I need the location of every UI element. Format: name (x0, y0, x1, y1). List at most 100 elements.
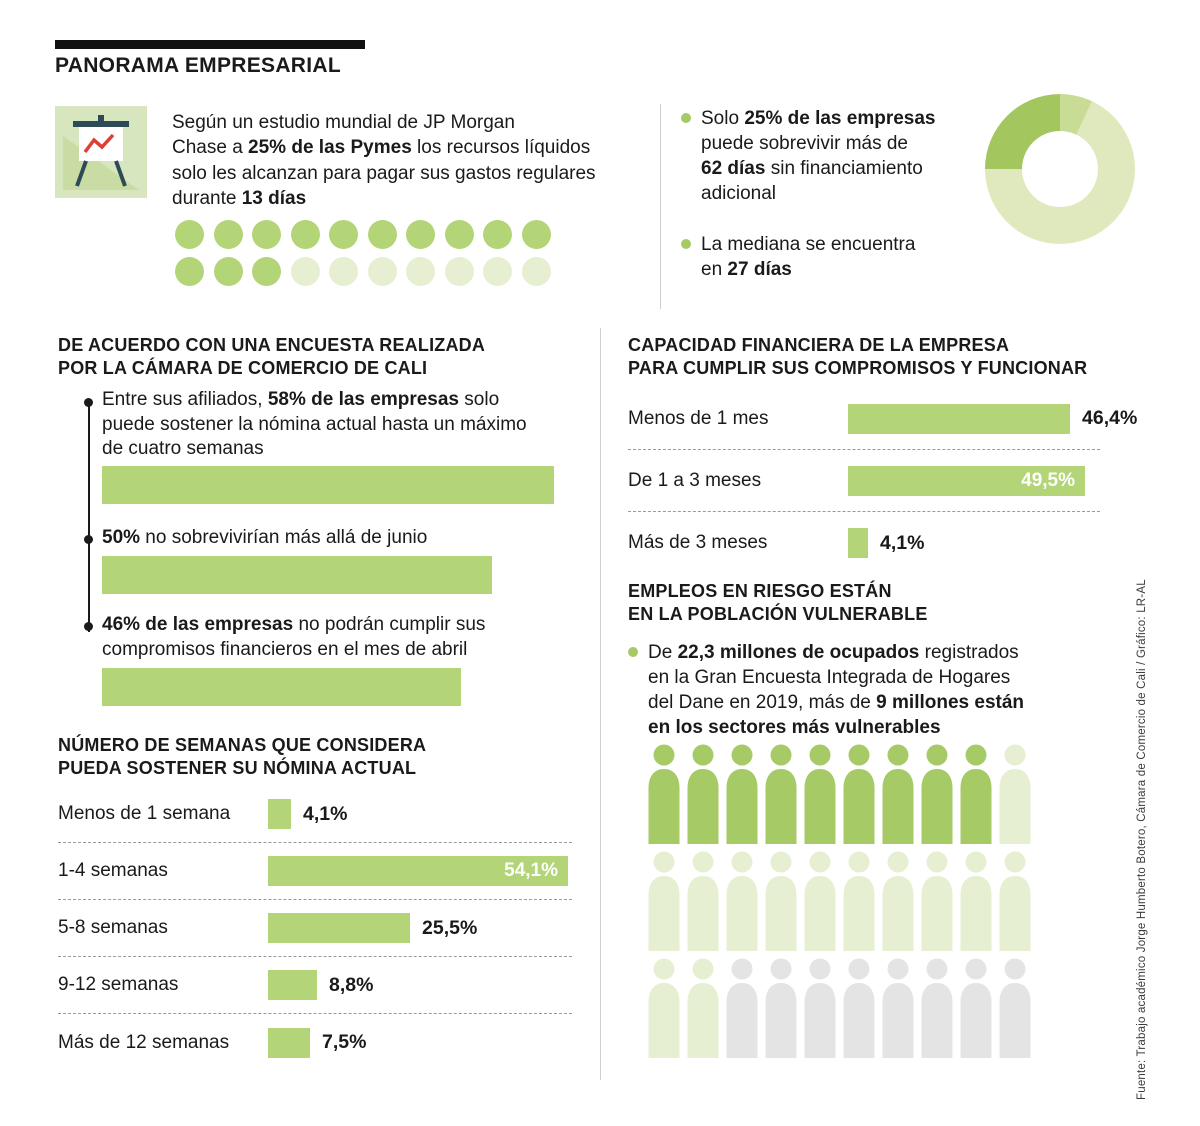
row-label: Menos de 1 semana (58, 803, 231, 824)
day-dot-empty (521, 257, 551, 286)
chart-row: Más de 12 semanas 7,5% (58, 1014, 572, 1071)
dot-row (175, 257, 551, 286)
bullet-item: La mediana se encuentra en 27 días (681, 232, 981, 282)
person-icon (882, 744, 914, 844)
days-dot-grid (175, 220, 551, 294)
person-icon (999, 958, 1031, 1058)
survey-heading: DE ACUERDO CON UNA ENCUESTA REALIZADA PO… (58, 335, 486, 379)
bullet-text: Solo 25% de las empresas puede sobrevivi… (701, 108, 936, 205)
row-label: 9-12 semanas (58, 974, 179, 995)
bullet-dot-icon (84, 535, 93, 544)
day-dot-filled (213, 257, 243, 286)
person-row (646, 851, 1033, 951)
bar (268, 1027, 310, 1058)
person-icon (843, 958, 875, 1058)
day-dot-empty (483, 257, 512, 286)
day-dot-filled (406, 220, 435, 249)
capacity-chart: Menos de 1 mes 46,4% De 1 a 3 meses 49,5… (628, 388, 1137, 574)
bar-value: 4,1% (303, 802, 348, 825)
person-icon (765, 851, 797, 951)
page-title: PANORAMA EMPRESARIAL (55, 54, 342, 77)
day-dot-empty (406, 257, 435, 286)
bar-value: 49,5% (1021, 469, 1075, 491)
top-section-divider (660, 104, 661, 309)
chart-row: De 1 a 3 meses 49,5% (628, 450, 1100, 512)
bar: 49,5% (848, 465, 1085, 496)
presentation-chart-icon (55, 106, 147, 198)
capacity-chart-heading: CAPACIDAD FINANCIERA DE LA EMPRESA PARA … (628, 335, 1088, 379)
day-dot-empty (367, 257, 397, 286)
day-dot-filled (252, 257, 281, 286)
person-icon (843, 744, 875, 844)
bullet-text: La mediana se encuentra en 27 días (701, 234, 916, 281)
person-icon (960, 744, 992, 844)
bar (268, 970, 317, 1000)
survey-bar (102, 556, 492, 594)
bullet-dot-icon (681, 113, 691, 123)
survey-bar (102, 668, 461, 706)
donut-chart (985, 94, 1135, 244)
chart-row: 5-8 semanas 25,5% (58, 900, 572, 957)
row-label: Más de 12 semanas (58, 1031, 230, 1053)
person-icon (882, 851, 914, 951)
weeks-chart: Menos de 1 semana 4,1% 1-4 semanas 54,1%… (58, 786, 572, 1071)
bullet-dot-icon (84, 398, 93, 407)
bar-value: 54,1% (504, 860, 558, 881)
bar-value: 25,5% (422, 916, 478, 939)
day-dot-empty (444, 257, 474, 286)
chart-row: Más de 3 meses 4,1% (628, 512, 1100, 574)
survey-item-text: 46% de las empresas no podrán cumplir su… (102, 614, 486, 660)
bar-value: 4,1% (880, 531, 925, 554)
person-icon (882, 958, 914, 1058)
chart-row: Menos de 1 semana 4,1% (58, 786, 572, 843)
person-icon (804, 744, 836, 844)
intro-text: Según un estudio mundial de JP Morgan Ch… (172, 112, 596, 210)
row-label: 5-8 semanas (58, 917, 168, 938)
person-icon (765, 958, 797, 1058)
chart-row: 1-4 semanas 54,1% (58, 843, 572, 900)
row-label: 1-4 semanas (58, 860, 168, 881)
bar (268, 913, 410, 943)
day-dot-filled (367, 220, 397, 249)
row-label: Más de 3 meses (628, 532, 768, 553)
person-icon (921, 744, 953, 844)
survey-item-text: Entre sus afiliados, 58% de las empresas… (102, 389, 527, 460)
person-icon (960, 958, 992, 1058)
day-dot-filled (329, 220, 358, 249)
presentation-easel-graphic (63, 115, 139, 190)
bar-value: 46,4% (1082, 407, 1138, 429)
bullet-dot-icon (681, 239, 691, 250)
person-icon (999, 744, 1031, 844)
person-icon (726, 958, 758, 1058)
row-label: Menos de 1 mes (628, 407, 769, 429)
weeks-chart-heading: NÚMERO DE SEMANAS QUE CONSIDERA PUEDA SO… (58, 735, 427, 779)
person-icon (921, 958, 953, 1058)
person-icon (843, 851, 875, 951)
source-note: Fuente: Trabajo académico Jorge Humberto… (1136, 579, 1148, 1100)
person-icon (804, 958, 836, 1058)
row-label: De 1 a 3 meses (628, 469, 762, 491)
person-icon (648, 744, 680, 844)
day-dot-empty (290, 257, 320, 286)
person-row (646, 744, 1033, 844)
day-dot-filled (290, 220, 320, 249)
survival-bullet-list: Solo 25% de las empresas puede sobrevivi… (681, 106, 981, 282)
bar-value: 8,8% (329, 973, 374, 996)
chart-row: Menos de 1 mes 46,4% (628, 388, 1137, 450)
person-row (646, 958, 1033, 1058)
title-accent-bar (55, 40, 365, 49)
bar (848, 528, 868, 558)
person-icon (999, 851, 1031, 951)
bar (268, 799, 291, 829)
chart-row: 9-12 semanas 8,8% (58, 957, 572, 1014)
day-dot-filled (213, 220, 243, 249)
people-grid (646, 744, 1033, 1065)
donut-hole (1022, 131, 1098, 207)
bar-value: 7,5% (322, 1031, 367, 1053)
employment-bullet-text: De 22,3 millones de ocupados registrados… (648, 642, 1025, 739)
person-icon (648, 851, 680, 951)
day-dot-filled (483, 220, 512, 249)
day-dot-filled (175, 257, 204, 286)
survey-item-text: 50% no sobrevivirían más allá de junio (102, 527, 428, 548)
